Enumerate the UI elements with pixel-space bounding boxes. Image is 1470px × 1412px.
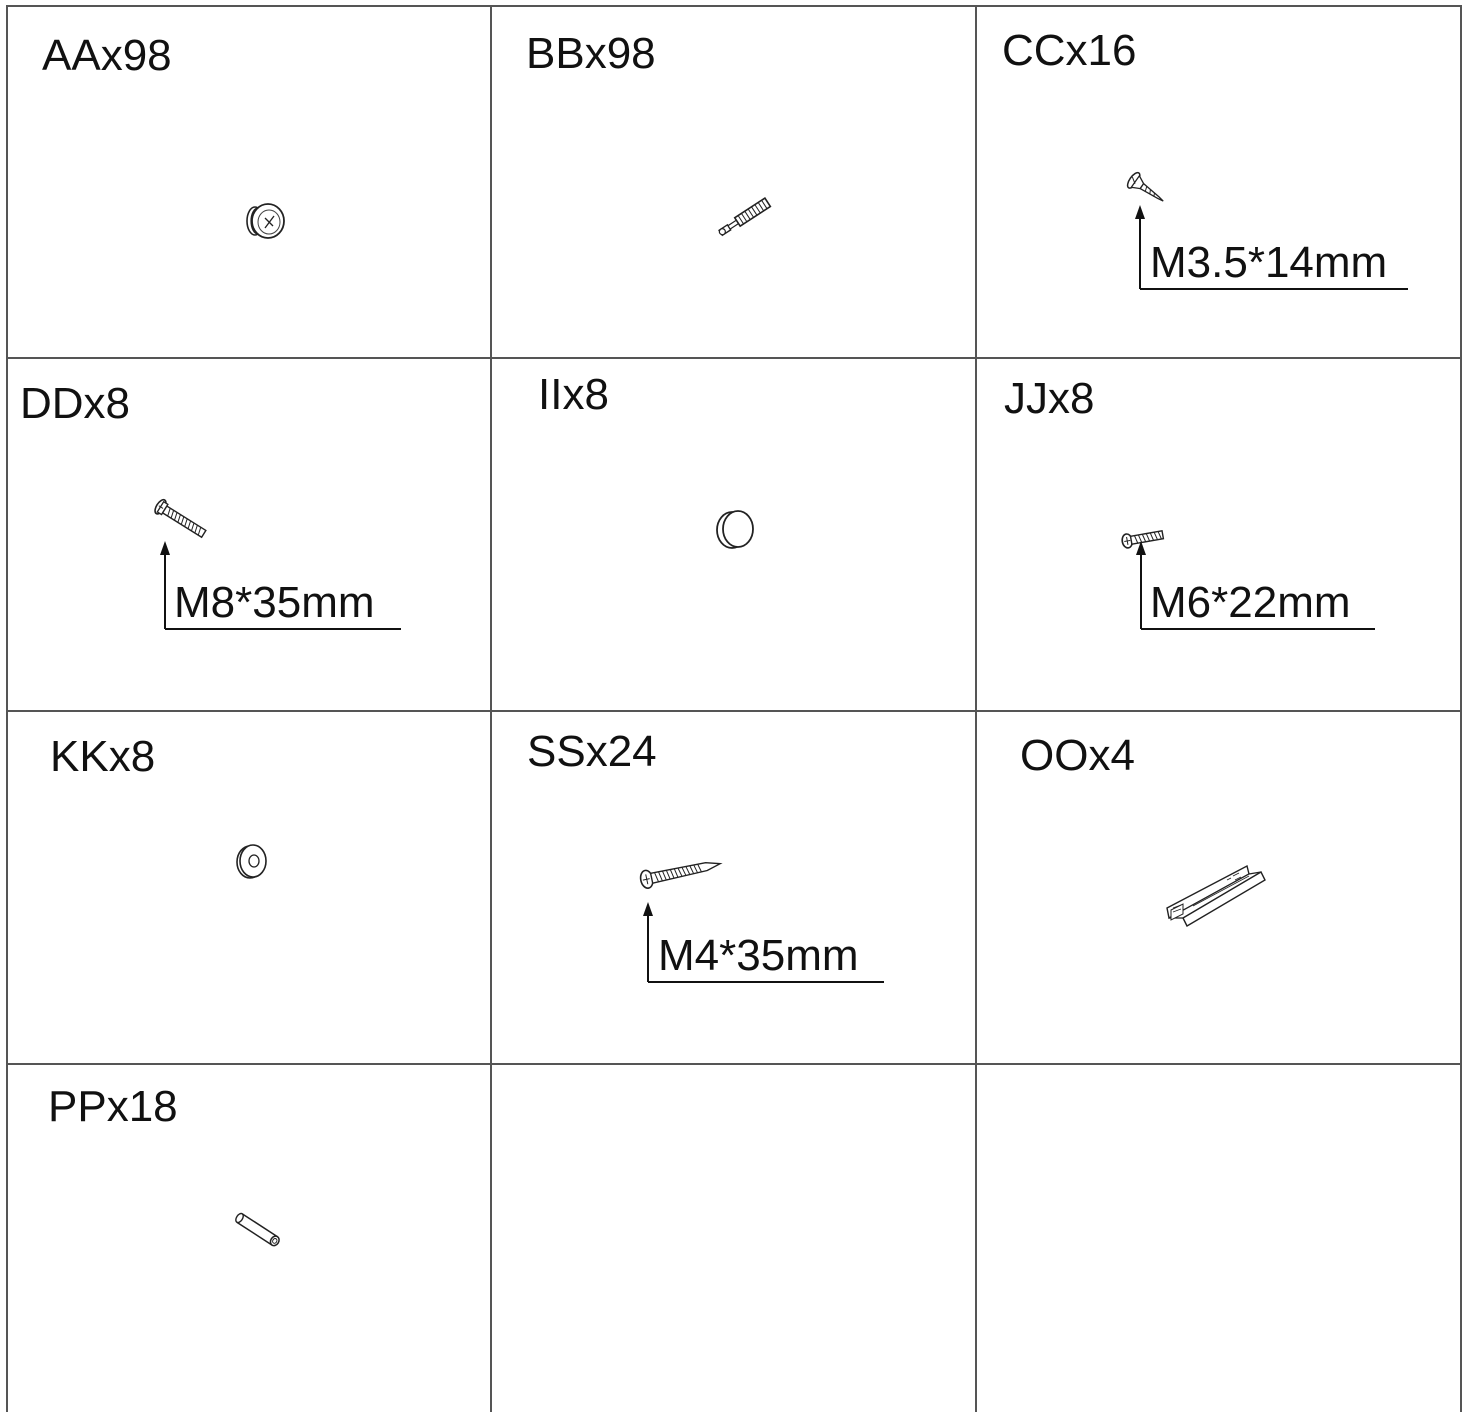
washer-icon — [236, 844, 267, 879]
grid-row-divider-1 — [6, 357, 1462, 359]
cam-lock-icon — [246, 203, 285, 239]
empty-cell — [977, 1065, 1460, 1412]
wood-screw-icon — [1126, 171, 1164, 202]
grid-border-top — [6, 5, 1462, 7]
part-cell-bb: BBx98 — [492, 7, 975, 357]
dimension-leader-arrow — [643, 902, 884, 983]
part-label: PPx18 — [48, 1082, 178, 1131]
part-cell-jj: JJx8 M6*22mm — [977, 359, 1460, 710]
part-cell-ii: IIx8 — [492, 359, 975, 710]
long-screw-icon — [639, 861, 723, 889]
size-spec: M8*35mm — [174, 578, 375, 627]
grid-border-left — [6, 5, 8, 1412]
grid-column-divider-2 — [975, 5, 977, 1412]
dimension-leader-arrow — [1135, 205, 1408, 290]
short-bolt-icon — [1121, 529, 1165, 549]
part-cell-ss: SSx24 — [492, 712, 975, 1063]
part-label: SSx24 — [527, 727, 657, 776]
grid-column-divider-1 — [490, 5, 492, 1412]
part-label: CCx16 — [1002, 26, 1137, 75]
part-label: OOx4 — [1020, 731, 1135, 780]
dimension-leader-arrow — [1136, 541, 1375, 630]
empty-cell — [492, 1065, 975, 1412]
grid-row-divider-3 — [6, 1063, 1462, 1065]
grid-border-right — [1460, 5, 1462, 1412]
part-label: AAx98 — [42, 31, 172, 80]
part-label: DDx8 — [20, 379, 131, 428]
part-cell-pp: PPx18 — [8, 1065, 490, 1412]
part-cell-aa: AAx98 — [8, 7, 490, 357]
machine-bolt-icon — [154, 498, 207, 539]
part-label: JJx8 — [1004, 374, 1095, 423]
size-spec: M4*35mm — [658, 931, 859, 980]
part-cell-dd: DDx8 M8*35mm — [8, 359, 490, 710]
cam-bolt-icon — [718, 196, 772, 237]
wooden-dowel-icon — [235, 1212, 280, 1247]
size-spec: M3.5*14mm — [1150, 238, 1388, 287]
part-label: IIx8 — [538, 370, 609, 419]
cover-cap-icon — [716, 510, 754, 549]
size-spec: M6*22mm — [1150, 578, 1351, 627]
part-cell-kk: KKx8 — [8, 712, 490, 1063]
part-cell-oo: OOx4 — [977, 712, 1460, 1063]
part-cell-cc: CCx16 M3.5*14mm — [977, 7, 1460, 357]
part-label: BBx98 — [526, 29, 656, 78]
part-label: KKx8 — [50, 732, 156, 781]
drawer-slide-icon — [1166, 864, 1266, 927]
dimension-leader-arrow — [160, 541, 401, 630]
grid-row-divider-2 — [6, 710, 1462, 712]
